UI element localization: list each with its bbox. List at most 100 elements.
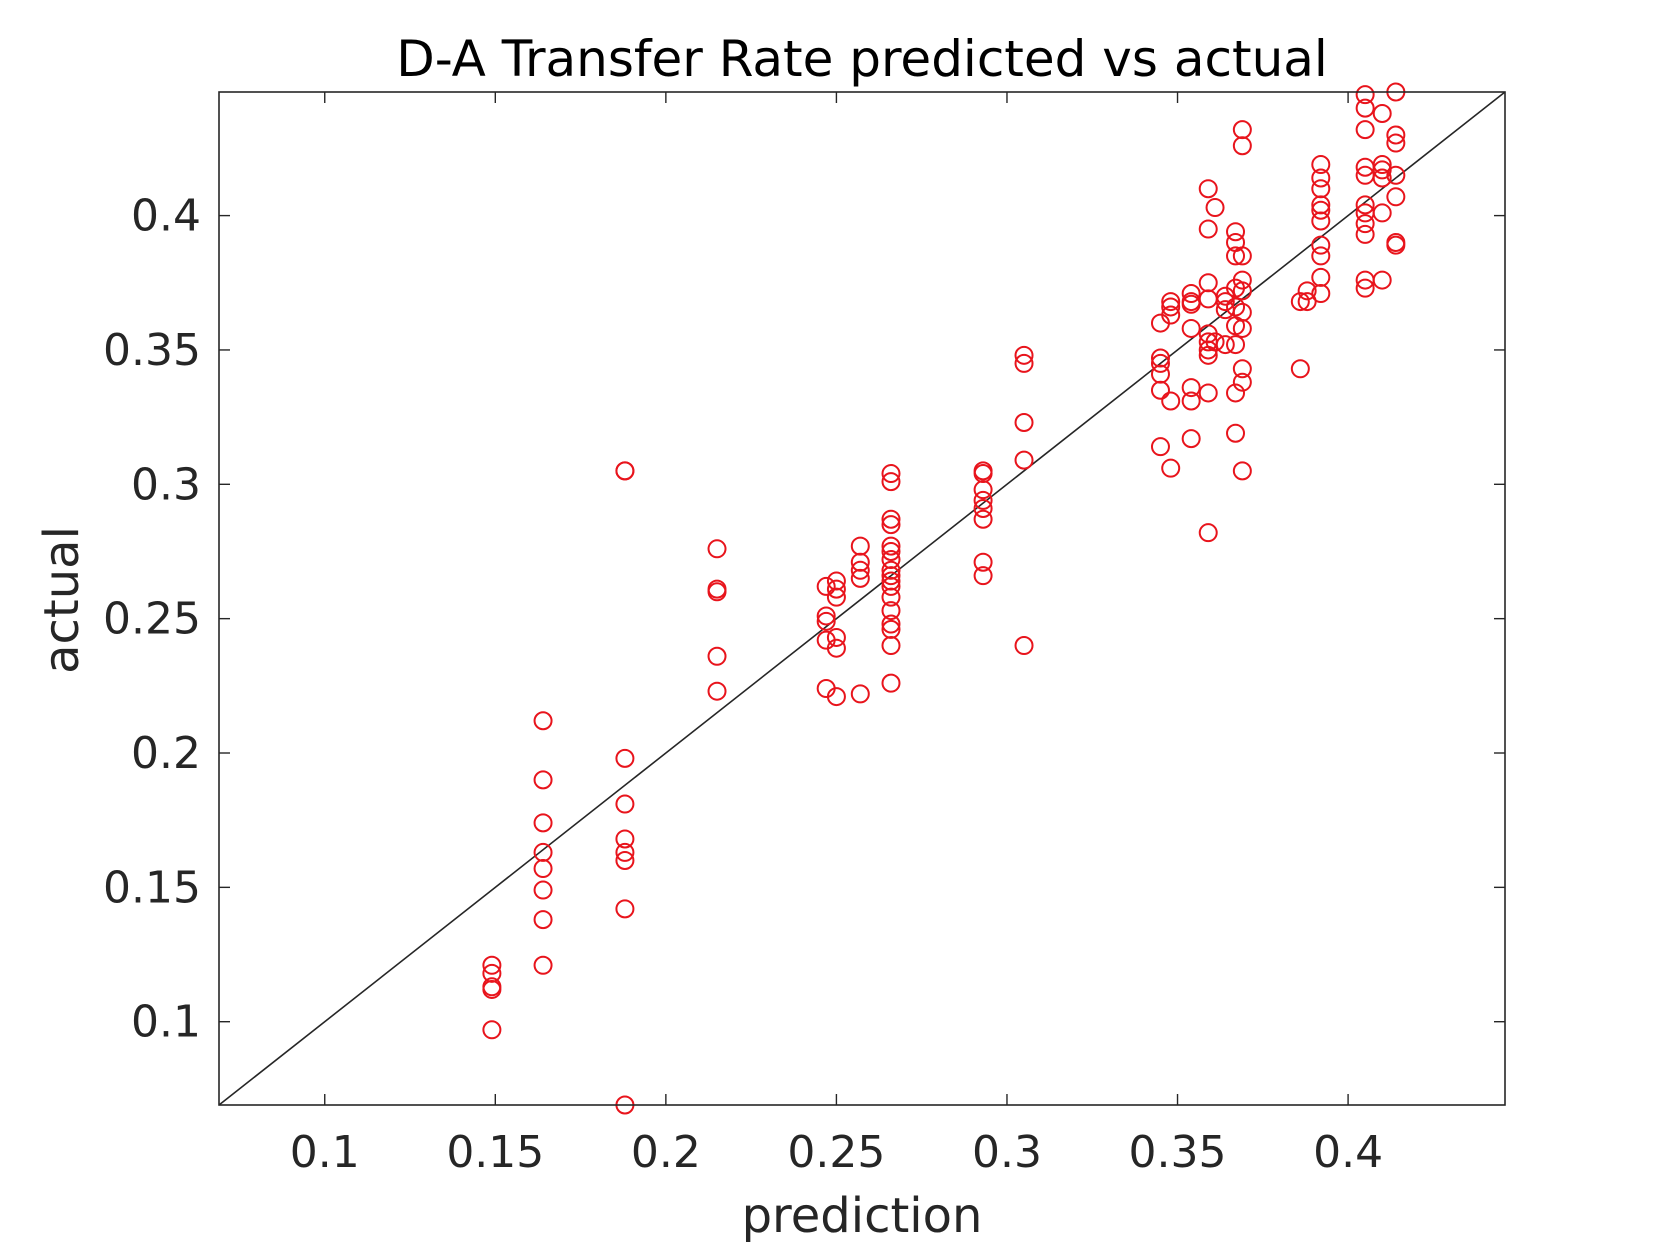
data-point	[615, 842, 635, 862]
data-point	[615, 794, 635, 814]
data-point	[615, 461, 635, 481]
data-point	[1311, 235, 1331, 255]
data-point	[1215, 292, 1235, 312]
data-point	[533, 711, 553, 731]
data-point	[973, 509, 993, 529]
data-point	[1355, 278, 1375, 298]
plot-frame	[218, 91, 1506, 1106]
data-point	[1386, 125, 1406, 145]
y-tick-label: 0.1	[131, 997, 201, 1048]
data-point	[1386, 235, 1406, 255]
data-point	[1150, 380, 1170, 400]
data-point	[615, 829, 635, 849]
data-point	[1355, 195, 1375, 215]
data-point	[826, 687, 846, 707]
reference-line	[218, 91, 1506, 1106]
data-point	[1014, 345, 1034, 365]
data-point	[1311, 246, 1331, 266]
data-point	[615, 748, 635, 768]
data-point	[533, 880, 553, 900]
data-point	[816, 576, 836, 596]
data-point	[707, 539, 727, 559]
data-point	[1372, 155, 1392, 175]
y-tick-label: 0.2	[131, 728, 201, 779]
data-point	[1226, 423, 1246, 443]
x-tick-label: 0.4	[1313, 1127, 1383, 1178]
data-point	[1311, 211, 1331, 231]
data-point	[1355, 98, 1375, 118]
data-point	[1014, 353, 1034, 373]
data-point	[1198, 523, 1218, 543]
data-point	[1181, 391, 1201, 411]
data-point	[816, 611, 836, 631]
data-point	[973, 490, 993, 510]
data-point	[881, 515, 901, 535]
data-point	[1014, 413, 1034, 433]
data-point	[1150, 353, 1170, 373]
data-point	[1226, 297, 1246, 317]
data-point	[1198, 383, 1218, 403]
data-point	[1355, 224, 1375, 244]
data-point	[482, 1020, 502, 1040]
data-point	[1232, 281, 1252, 301]
x-tick-label: 0.2	[631, 1127, 701, 1178]
data-point	[1226, 246, 1246, 266]
data-point	[615, 850, 635, 870]
data-point	[881, 509, 901, 529]
data-point	[1232, 246, 1252, 266]
data-point	[1297, 292, 1317, 312]
data-point	[1161, 297, 1181, 317]
data-point	[881, 464, 901, 484]
data-point	[1150, 437, 1170, 457]
data-points-layer	[482, 82, 1406, 1115]
data-point	[1181, 284, 1201, 304]
data-point	[881, 601, 901, 621]
y-tick-label: 0.3	[131, 459, 201, 510]
data-point	[1181, 429, 1201, 449]
data-point	[1311, 168, 1331, 188]
data-point	[1232, 318, 1252, 338]
data-point	[1355, 120, 1375, 140]
data-point	[1226, 222, 1246, 242]
data-point	[1205, 332, 1225, 352]
data-point	[1355, 85, 1375, 105]
data-point	[1372, 168, 1392, 188]
data-point	[1161, 292, 1181, 312]
data-point	[1181, 318, 1201, 338]
y-tick-label: 0.35	[103, 325, 201, 376]
data-point	[482, 979, 502, 999]
data-point	[881, 614, 901, 634]
data-point	[1386, 187, 1406, 207]
data-point	[1226, 383, 1246, 403]
data-point	[533, 859, 553, 879]
data-point	[1232, 372, 1252, 392]
data-point	[1372, 160, 1392, 180]
data-point	[850, 684, 870, 704]
x-tick-label: 0.35	[1129, 1127, 1227, 1178]
data-point	[1386, 133, 1406, 153]
y-axis-label: actual	[34, 526, 90, 674]
data-point	[881, 472, 901, 492]
x-tick-label: 0.1	[290, 1127, 360, 1178]
data-point	[973, 480, 993, 500]
data-point	[1198, 179, 1218, 199]
data-point	[1232, 136, 1252, 156]
data-point	[1290, 292, 1310, 312]
data-point	[1226, 335, 1246, 355]
data-point	[881, 576, 901, 596]
axis-ticks-layer: 0.1 0.15 0.2 0.25 0.3 0.35 0.4 0.1 0.15 0.2 0.25 0.…	[103, 92, 1505, 1178]
data-point	[1215, 335, 1235, 355]
data-point	[1205, 198, 1225, 218]
data-point	[881, 566, 901, 586]
data-point	[615, 899, 635, 919]
data-point	[1232, 359, 1252, 379]
x-tick-label: 0.15	[446, 1127, 544, 1178]
chart-title: D-A Transfer Rate predicted vs actual	[396, 30, 1328, 88]
data-point	[881, 541, 901, 561]
data-point	[1311, 200, 1331, 220]
data-point	[1372, 270, 1392, 290]
data-point	[973, 552, 993, 572]
data-point	[1232, 270, 1252, 290]
data-point	[482, 955, 502, 975]
data-point	[1181, 378, 1201, 398]
